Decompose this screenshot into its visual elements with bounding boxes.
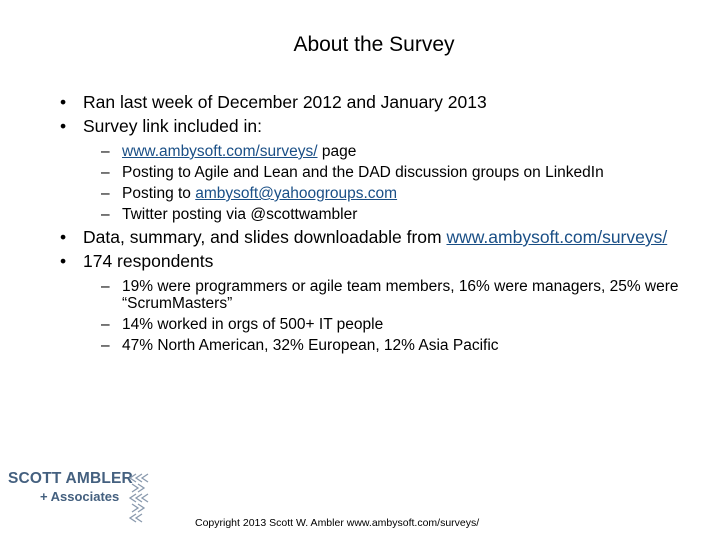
bullet-item: • Ran last week of December 2012 and Jan…	[58, 92, 698, 113]
sub-bullet-item: – 19% were programmers or agile team mem…	[101, 278, 698, 312]
logo-plus: +	[40, 489, 48, 504]
bullet-item: • Survey link included in: – www.ambysof…	[58, 116, 698, 223]
downloads-link[interactable]: www.ambysoft.com/surveys/	[446, 227, 668, 247]
sub-bullet-text: Posting to	[122, 185, 196, 202]
sub-bullet-item: – www.ambysoft.com/surveys/ page	[101, 143, 698, 160]
bullet-symbol: •	[60, 116, 67, 136]
bullet-item: • 174 respondents – 19% were programmers…	[58, 251, 698, 354]
sub-bullet-symbol: –	[101, 316, 110, 333]
chevron-pattern-icon	[128, 473, 149, 523]
sub-bullet-item: – Twitter posting via @scottwambler	[101, 206, 698, 223]
sub-bullet-text: 14% worked in orgs of 500+ IT people	[122, 316, 384, 333]
logo-name: SCOTT AMBLER	[8, 470, 133, 487]
sub-bullet-item: – 47% North American, 32% European, 12% …	[101, 337, 698, 354]
footer-copyright: Copyright 2013 Scott W. Ambler www.ambys…	[195, 517, 480, 529]
surveys-link[interactable]: www.ambysoft.com/surveys/	[122, 143, 318, 160]
sub-bullet-symbol: –	[101, 206, 110, 223]
sub-bullet-item: – Posting to Agile and Lean and the DAD …	[101, 164, 698, 181]
sub-bullet-symbol: –	[101, 337, 110, 354]
sub-bullet-text: 19% were programmers or agile team membe…	[122, 278, 679, 312]
slide-content: • Ran last week of December 2012 and Jan…	[58, 92, 698, 358]
sub-bullet-symbol: –	[101, 278, 110, 295]
sub-bullet-list: – 19% were programmers or agile team mem…	[101, 278, 698, 354]
slide-title: About the Survey	[293, 33, 455, 56]
bullet-text: Survey link included in:	[83, 116, 262, 136]
sub-bullet-text: Posting to Agile and Lean and the DAD di…	[122, 164, 604, 181]
yahoogroups-link[interactable]: ambysoft@yahoogroups.com	[195, 185, 398, 202]
sub-bullet-text: 47% North American, 32% European, 12% As…	[122, 337, 499, 354]
sub-bullet-symbol: –	[101, 164, 110, 181]
sub-bullet-text: Twitter posting via @scottwambler	[122, 206, 358, 223]
bullet-symbol: •	[60, 92, 67, 112]
sub-bullet-symbol: –	[101, 143, 110, 160]
logo-associates: Associates	[50, 489, 120, 504]
bullet-text: 174 respondents	[83, 251, 214, 271]
bullet-list: • Ran last week of December 2012 and Jan…	[58, 92, 698, 354]
company-logo: SCOTT AMBLER + Associates	[8, 470, 158, 530]
sub-bullet-item: – 14% worked in orgs of 500+ IT people	[101, 316, 698, 333]
bullet-text: Data, summary, and slides downloadable f…	[83, 227, 447, 247]
sub-bullet-symbol: –	[101, 185, 110, 202]
sub-bullet-text: page	[317, 143, 357, 160]
logo-subtitle: + Associates	[40, 489, 119, 504]
bullet-symbol: •	[60, 227, 67, 247]
bullet-symbol: •	[60, 251, 67, 271]
bullet-item: • Data, summary, and slides downloadable…	[58, 227, 698, 248]
sub-bullet-item: – Posting to ambysoft@yahoogroups.com	[101, 185, 698, 202]
bullet-text: Ran last week of December 2012 and Janua…	[83, 92, 487, 112]
sub-bullet-list: – www.ambysoft.com/surveys/ page – Posti…	[101, 143, 698, 223]
